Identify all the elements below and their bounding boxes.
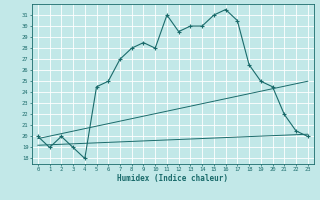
X-axis label: Humidex (Indice chaleur): Humidex (Indice chaleur)	[117, 174, 228, 183]
